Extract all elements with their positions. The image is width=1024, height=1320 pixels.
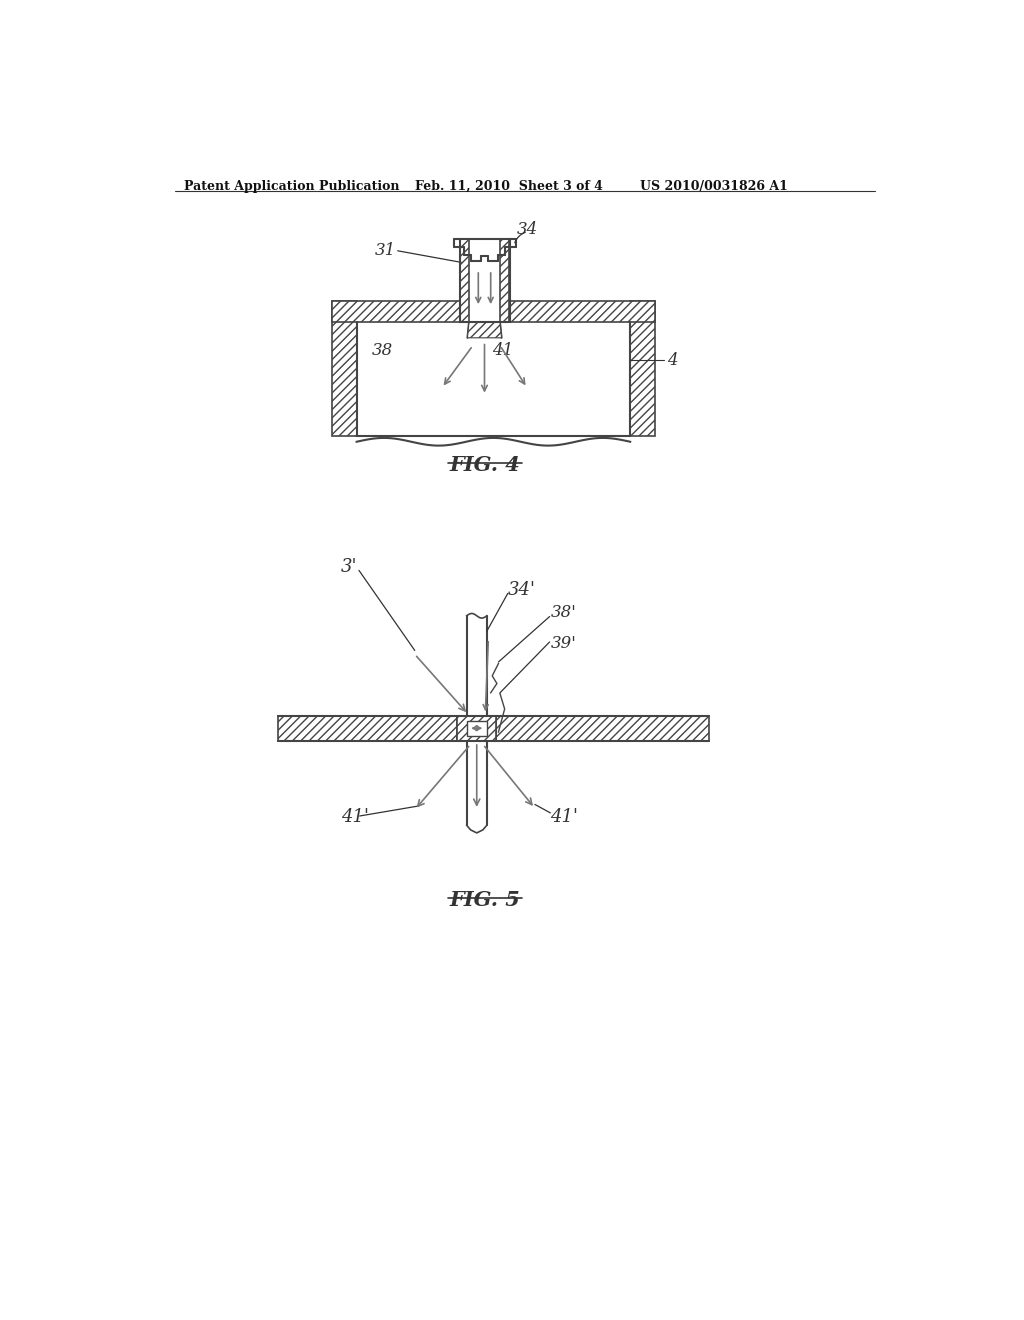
Bar (460, 239, 469, 322)
Text: Patent Application Publication: Patent Application Publication (183, 180, 399, 193)
Bar (496, 715, 710, 741)
Bar (332, 301, 356, 436)
Text: 41': 41' (341, 808, 369, 826)
Bar (458, 715, 496, 741)
Text: 41: 41 (493, 342, 513, 359)
Text: 39': 39' (550, 635, 577, 652)
Text: 4: 4 (667, 351, 677, 368)
Polygon shape (467, 322, 502, 338)
Bar (278, 715, 458, 741)
Text: 38: 38 (372, 342, 393, 359)
Text: 41': 41' (550, 808, 579, 826)
Bar (332, 301, 460, 322)
Text: FIG. 4: FIG. 4 (450, 455, 520, 475)
Text: 38': 38' (550, 605, 577, 622)
Text: 34: 34 (517, 220, 539, 238)
Text: 34': 34' (508, 581, 536, 598)
Text: 3': 3' (341, 557, 357, 576)
Bar (630, 301, 655, 436)
Text: Feb. 11, 2010  Sheet 3 of 4: Feb. 11, 2010 Sheet 3 of 4 (415, 180, 603, 193)
Bar (467, 721, 486, 737)
Text: 31: 31 (375, 243, 395, 259)
Bar (460, 239, 510, 322)
Bar (500, 239, 509, 322)
Text: FIG. 5: FIG. 5 (450, 890, 520, 909)
Bar (509, 301, 655, 322)
Text: US 2010/0031826 A1: US 2010/0031826 A1 (640, 180, 787, 193)
